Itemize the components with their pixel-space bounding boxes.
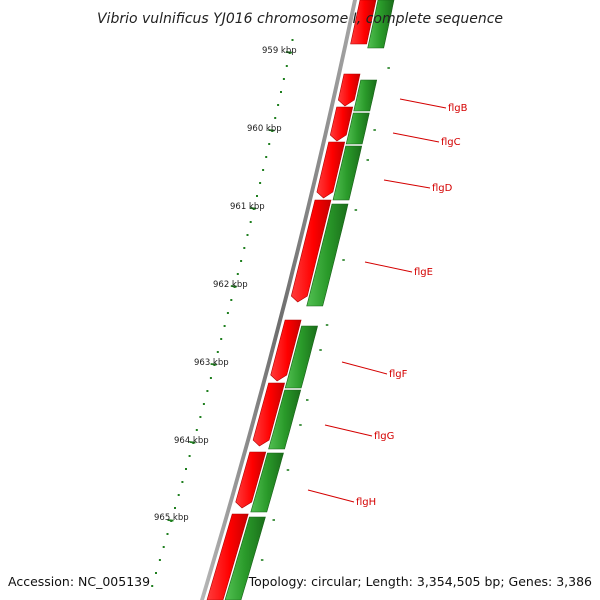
leader-line bbox=[324, 424, 373, 437]
green-gene-block bbox=[306, 203, 349, 307]
tick-dot bbox=[230, 299, 233, 301]
green-gene-block bbox=[332, 145, 363, 201]
gene-label-flgf[interactable]: flgF bbox=[389, 369, 408, 380]
tick-dot bbox=[280, 91, 282, 93]
tick-dot bbox=[223, 325, 226, 327]
tick-label: 963 kbp bbox=[194, 358, 229, 368]
gene-label-flgc[interactable]: flgC bbox=[441, 137, 461, 148]
major-tick bbox=[230, 285, 237, 288]
gene-label-flgg[interactable]: flgG bbox=[374, 431, 394, 442]
leader-line bbox=[383, 179, 431, 189]
green-cds-track bbox=[224, 0, 395, 600]
tick-label: 961 kbp bbox=[230, 202, 265, 212]
major-tick bbox=[189, 441, 196, 444]
tick-dot bbox=[185, 468, 187, 470]
tick-dot bbox=[206, 390, 209, 392]
red-gene-arrow bbox=[350, 0, 377, 45]
tick-dot bbox=[265, 156, 268, 158]
tick-dot bbox=[243, 247, 246, 249]
leader-line bbox=[392, 132, 440, 143]
major-tick bbox=[210, 363, 217, 366]
tick-dots bbox=[151, 39, 294, 587]
tick-dot bbox=[155, 572, 157, 574]
tick-dot bbox=[259, 182, 262, 184]
tick-dot bbox=[274, 117, 277, 119]
gene-label-flgh[interactable]: flgH bbox=[356, 497, 376, 508]
green-gene-block bbox=[345, 112, 370, 145]
tick-dot bbox=[199, 416, 202, 418]
red-gene-arrow bbox=[252, 382, 285, 447]
tick-dot bbox=[282, 78, 285, 80]
tick-label: 964 kbp bbox=[174, 436, 209, 446]
tick-dot bbox=[158, 559, 161, 561]
green-gene-block bbox=[284, 325, 318, 389]
tick-dot bbox=[291, 39, 294, 41]
leader-line bbox=[341, 361, 388, 375]
tick-marks bbox=[167, 51, 292, 522]
red-gene-arrow bbox=[329, 106, 354, 142]
gene-label-flgb[interactable]: flgB bbox=[448, 103, 468, 114]
tick-label: 959 kbp bbox=[262, 46, 297, 56]
green-gene-block bbox=[268, 389, 302, 450]
tick-dot bbox=[216, 351, 219, 353]
tick-dot bbox=[162, 546, 165, 548]
tick-dot bbox=[174, 507, 176, 509]
tick-dot bbox=[249, 221, 252, 223]
green-gene-block bbox=[367, 0, 395, 49]
red-gene-arrow bbox=[290, 199, 332, 303]
tick-dot bbox=[240, 260, 243, 262]
red-cds-track bbox=[206, 0, 377, 600]
leader-line bbox=[307, 489, 355, 503]
tick-dot bbox=[256, 195, 258, 197]
red-gene-arrow bbox=[206, 513, 249, 600]
red-gene-arrow bbox=[316, 141, 346, 199]
red-gene-arrow bbox=[270, 319, 302, 382]
topology-text: Topology: circular; Length: 3,354,505 bp… bbox=[248, 574, 592, 589]
major-tick bbox=[285, 51, 292, 54]
tick-dot bbox=[202, 403, 205, 405]
tick-dot bbox=[277, 104, 280, 106]
tick-dot bbox=[209, 377, 212, 379]
accession-text: Accession: NC_005139 bbox=[8, 574, 150, 589]
leader-line bbox=[364, 261, 413, 273]
map-title: Vibrio vulnificus YJ016 chromosome I, co… bbox=[97, 11, 503, 27]
backbone-line bbox=[200, 0, 357, 600]
tick-dot bbox=[220, 338, 223, 340]
tick-dot bbox=[226, 312, 229, 314]
tick-dot bbox=[268, 143, 271, 145]
tick-dot bbox=[236, 273, 239, 275]
major-tick bbox=[167, 519, 174, 522]
red-gene-arrow bbox=[235, 451, 267, 509]
tick-label: 960 kbp bbox=[247, 124, 282, 134]
red-gene-arrow bbox=[337, 73, 361, 107]
tick-dot bbox=[177, 494, 180, 496]
tick-dot bbox=[246, 234, 249, 236]
tick-dot bbox=[151, 585, 154, 587]
gene-label-flgd[interactable]: flgD bbox=[432, 183, 453, 194]
tick-dot bbox=[285, 65, 288, 67]
gene-label-flge[interactable]: flgE bbox=[414, 267, 433, 278]
green-gene-block bbox=[250, 452, 284, 513]
green-gene-block bbox=[224, 516, 266, 600]
tick-label: 965 kbp bbox=[154, 513, 189, 523]
tick-dot bbox=[181, 481, 184, 483]
leader-line bbox=[399, 98, 447, 109]
tick-dot bbox=[166, 533, 169, 535]
green-gene-block bbox=[353, 79, 378, 112]
label-leaders bbox=[307, 98, 447, 503]
chromosome-backbone bbox=[200, 0, 357, 600]
tick-dot bbox=[195, 429, 198, 431]
tick-dot bbox=[188, 455, 191, 457]
tick-label: 962 kbp bbox=[213, 280, 248, 290]
tick-dot bbox=[262, 169, 265, 171]
major-tick bbox=[250, 207, 257, 210]
major-tick bbox=[268, 129, 275, 132]
